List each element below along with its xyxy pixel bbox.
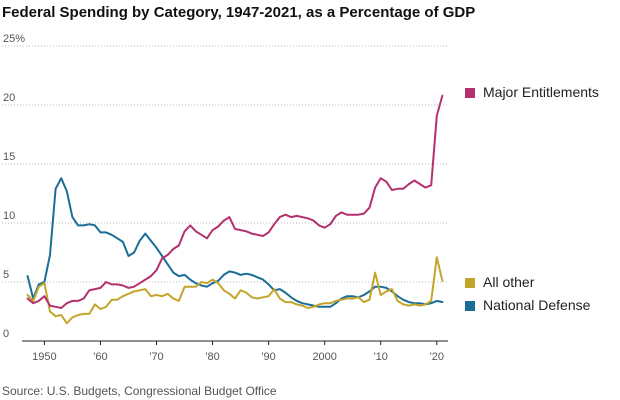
- y-tick-label: 15: [3, 151, 15, 163]
- x-tick-label: '20: [430, 351, 444, 363]
- x-tick-label: '60: [93, 351, 107, 363]
- legend-swatch-national-defense: [465, 301, 475, 311]
- legend-swatch-major-entitlements: [465, 88, 475, 98]
- y-tick-label: 25%: [3, 33, 25, 45]
- x-tick-label: '10: [374, 351, 388, 363]
- x-tick-label: 1950: [32, 351, 56, 363]
- legend-label-major-entitlements: Major Entitlements: [483, 84, 599, 100]
- legend-item-all-other: All other: [465, 274, 534, 290]
- y-tick-label: 10: [3, 210, 15, 222]
- legend-label-all-other: All other: [483, 274, 535, 290]
- y-tick-label: 20: [3, 92, 15, 104]
- legend-item-national-defense: National Defense: [465, 297, 590, 313]
- chart-source: Source: U.S. Budgets, Congressional Budg…: [2, 384, 277, 398]
- x-tick-label: 2000: [312, 351, 336, 363]
- y-tick-label: 5: [3, 269, 9, 281]
- series-line-national-defense: [26, 177, 444, 308]
- chart-title: Federal Spending by Category, 1947-2021,…: [2, 4, 476, 21]
- legend-swatch-all-other: [465, 278, 475, 288]
- legend-item-major-entitlements: Major Entitlements: [465, 84, 599, 100]
- series-line-all-other: [26, 256, 444, 325]
- y-tick-label: 0: [3, 328, 9, 340]
- x-tick-label: '70: [149, 351, 163, 363]
- x-tick-label: '90: [261, 351, 275, 363]
- x-tick-label: '80: [205, 351, 219, 363]
- legend-label-national-defense: National Defense: [483, 297, 591, 313]
- series-line-major-entitlements: [26, 94, 444, 309]
